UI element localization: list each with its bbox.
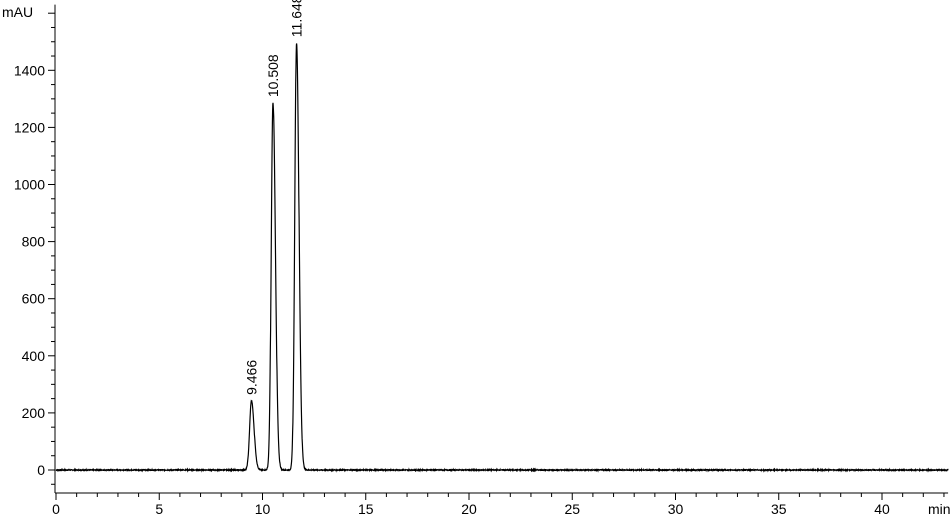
x-tick-label: 25 [564,501,580,517]
x-tick-label: 0 [52,501,60,517]
y-tick-label: 0 [37,462,45,478]
axes: 0 200 400 600 800 1000 1200 1400 0 5 10 15 20 25 30 35 4… [14,4,949,517]
x-axis-label: min [928,501,951,517]
y-tick-label: 600 [22,291,46,307]
y-axis-label: mAU [2,4,33,20]
y-tick-label: 400 [22,348,46,364]
x-tick-label: 40 [874,501,890,517]
chromatogram-trace [55,43,949,473]
peak-label: 10.508 [265,54,281,97]
y-tick-label: 1000 [14,177,45,193]
x-tick-label: 10 [255,501,271,517]
peak-label: 11.648 [289,0,305,37]
x-tick-label: 15 [358,501,374,517]
x-tick-label: 20 [461,501,477,517]
x-tick-label: 35 [771,501,787,517]
peak-label: 9.466 [243,360,259,395]
y-tick-label: 800 [22,234,46,250]
y-tick-label: 1200 [14,119,45,135]
y-tick-label: 200 [22,405,46,421]
y-tick-label: 1400 [14,62,45,78]
peak-labels: 9.466 10.508 11.648 [243,0,304,395]
x-tick-label: 30 [668,501,684,517]
x-tick-label: 5 [155,501,163,517]
